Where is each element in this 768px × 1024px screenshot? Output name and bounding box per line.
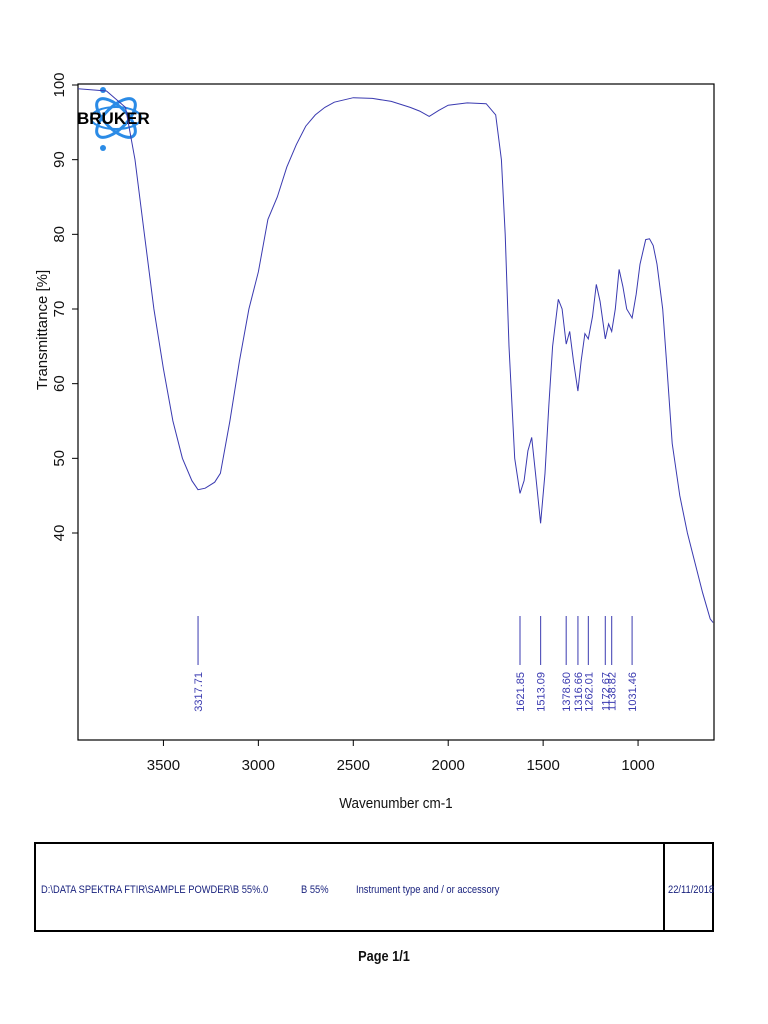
peak-label: 3317.71 <box>193 672 205 712</box>
peak-label: 1262.01 <box>583 672 595 712</box>
y-tick-label: 50 <box>51 450 68 467</box>
x-tick-label: 3500 <box>147 757 180 774</box>
sample-name: B 55% <box>301 884 329 896</box>
y-tick-label: 70 <box>51 301 68 318</box>
peak-label: 1378.60 <box>561 672 573 712</box>
y-tick-label: 40 <box>51 525 68 542</box>
page-label: Page 1/1 <box>358 948 410 965</box>
y-tick-label: 80 <box>51 226 68 243</box>
bruker-logo: BRUKER <box>77 87 150 151</box>
peak-label: 1316.66 <box>573 672 585 712</box>
x-tick-label: 1000 <box>621 757 654 774</box>
x-axis-label: Wavenumber cm-1 <box>339 795 452 812</box>
y-tick-label: 60 <box>51 375 68 392</box>
y-axis-label: Transmittance [%] <box>34 270 51 390</box>
x-tick-label: 2000 <box>432 757 465 774</box>
ftir-spectrum-chart: 3500 3000 2500 2000 1500 1000405060708090100 … <box>34 72 715 812</box>
file-info-box: D:\DATA SPEKTRA FTIR\SAMPLE POWDER\B 55%… <box>34 842 714 932</box>
x-tick-label: 1500 <box>526 757 559 774</box>
logo-text: BRUKER <box>77 109 150 128</box>
y-tick-label: 100 <box>51 72 68 97</box>
peak-label: 1031.46 <box>627 672 639 712</box>
spectrum-line <box>77 88 714 623</box>
x-tick-label: 2500 <box>337 757 370 774</box>
peak-label: 1513.09 <box>536 672 548 712</box>
y-tick-label: 90 <box>51 151 68 168</box>
date-text: 22/11/2018 <box>668 884 715 896</box>
instrument-text: Instrument type and / or accessory <box>356 884 500 896</box>
x-tick-label: 3000 <box>242 757 275 774</box>
file-path: D:\DATA SPEKTRA FTIR\SAMPLE POWDER\B 55%… <box>41 884 269 896</box>
peak-label: 1172.67 <box>600 672 612 711</box>
plot-frame <box>77 83 715 741</box>
atom-icon <box>90 87 142 151</box>
info-divider <box>663 844 665 930</box>
peak-label: 1621.85 <box>515 672 527 712</box>
peak-label: 1138.82 <box>607 672 619 711</box>
